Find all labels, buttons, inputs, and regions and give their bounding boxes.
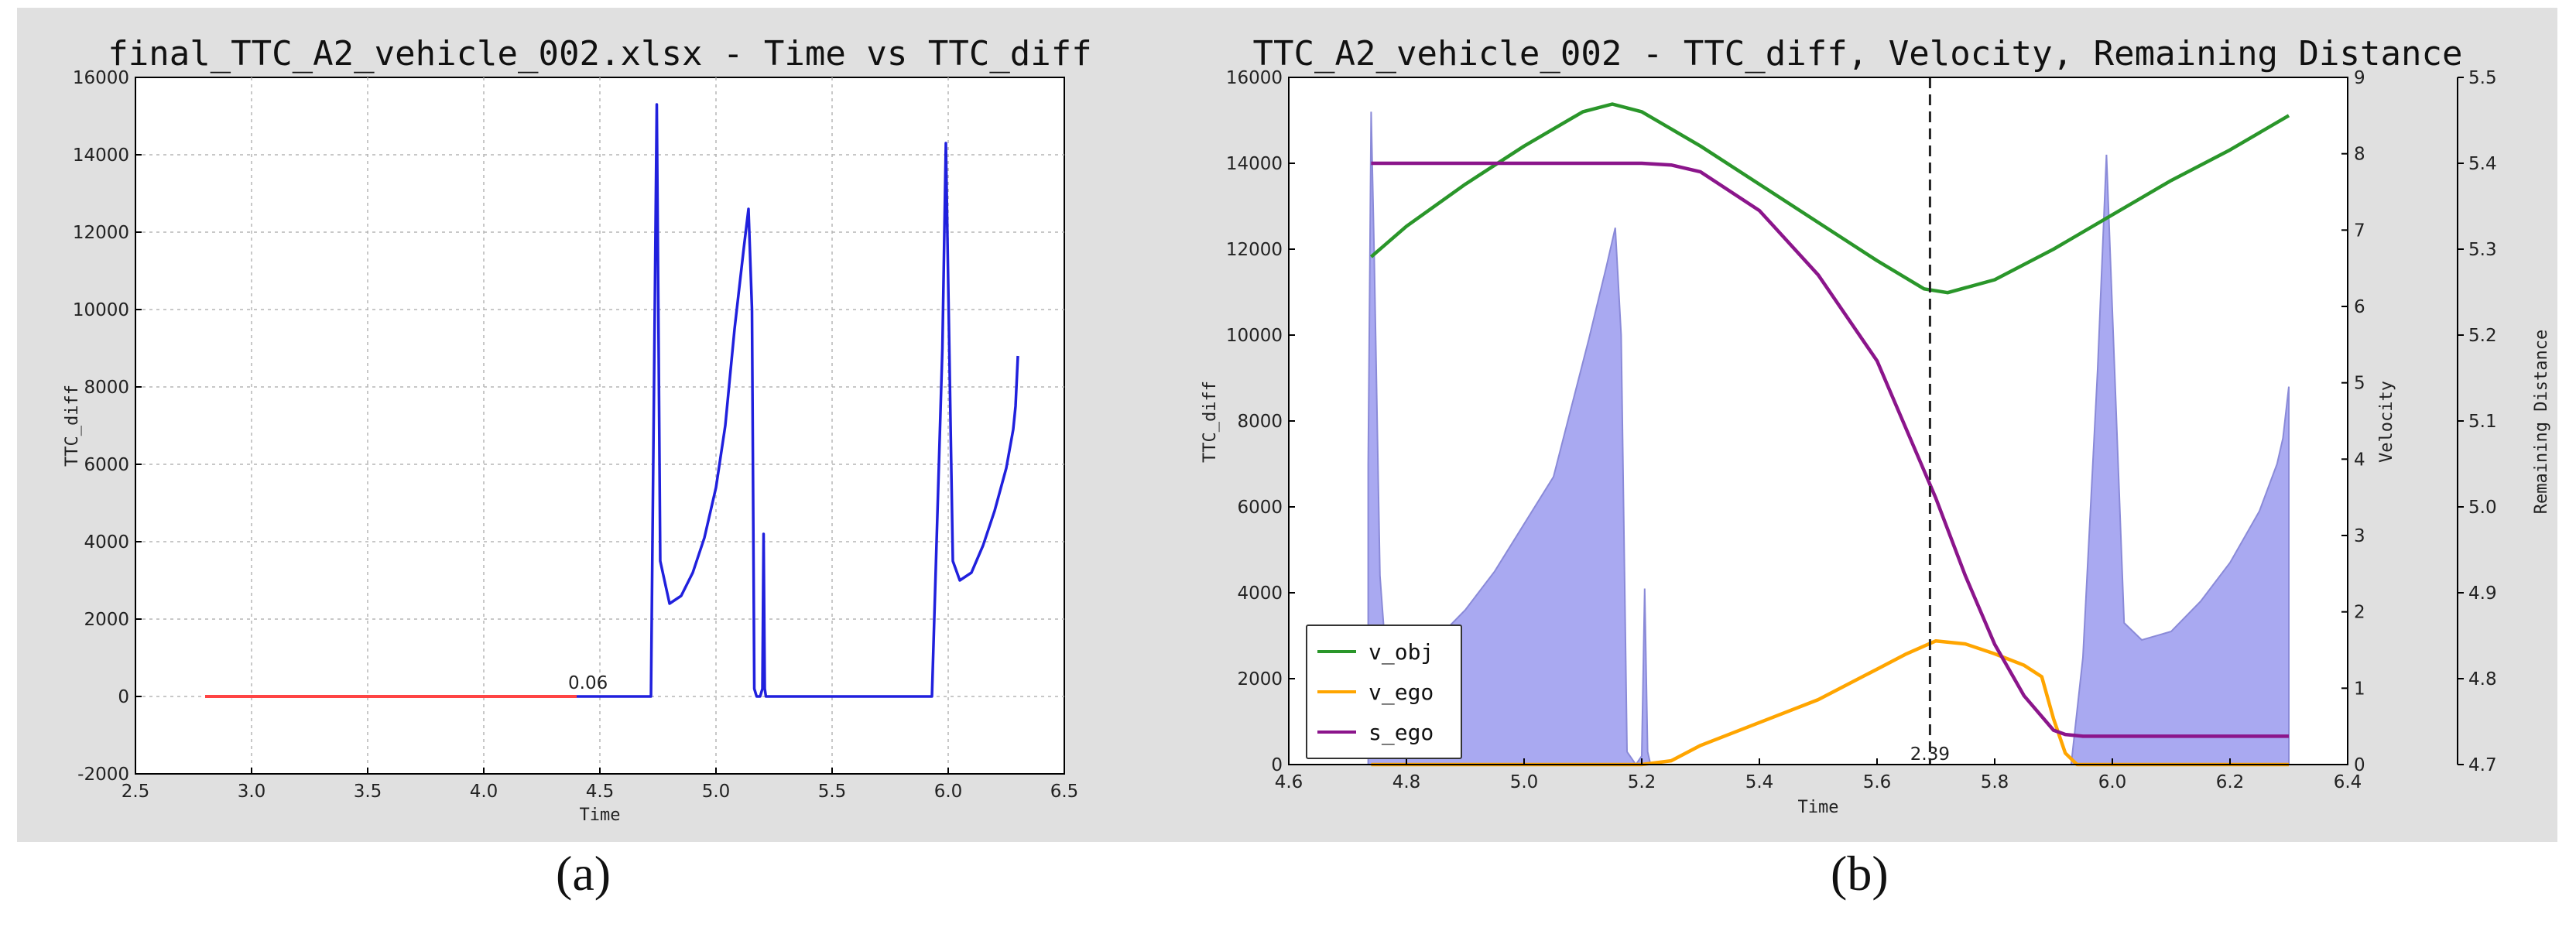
chart-b-y2tick-label: 0 <box>2354 755 2365 775</box>
chart-b-y3tick-label: 4.9 <box>2468 583 2497 604</box>
chart-b-series-v-ego <box>1371 638 2289 767</box>
chart-b-vline-label: 2.39 <box>1910 744 1950 765</box>
chart-b-xtick-label: 4.6 <box>1275 772 1303 792</box>
chart-a-ytick-label: 16000 <box>73 68 129 88</box>
chart-a-ticks: 2.5 3.0 3.5 4.0 4.5 5.0 5.5 6.0 6.5 -2000 0 2000 400… <box>73 68 1078 802</box>
chart-a-xtick-label: 5.0 <box>702 782 731 802</box>
chart-b-series-v-obj <box>1369 102 2290 295</box>
chart-a-title: final_TTC_A2_vehicle_002.xlsx - Time vs … <box>108 34 1092 74</box>
chart-b-ytick-label: 4000 <box>1237 583 1283 604</box>
chart-b-y2tick-label: 5 <box>2354 374 2365 394</box>
chart-b-y2tick-label: 4 <box>2354 450 2365 470</box>
chart-b-y2tick-label: 6 <box>2354 297 2365 317</box>
chart-b-y3tick-label: 5.2 <box>2468 326 2497 346</box>
chart-b-y2label: Velocity <box>2377 381 2396 463</box>
chart-a-xtick-label: 6.0 <box>934 782 963 802</box>
chart-b-xtick-label: 6.4 <box>2334 772 2362 792</box>
chart-a-series <box>205 103 1019 698</box>
chart-a-ytick-label: 8000 <box>84 378 129 398</box>
chart-b-y3tick-label: 5.4 <box>2468 154 2497 174</box>
chart-b-y3tick-label: 5.1 <box>2468 412 2497 432</box>
chart-a-ytick-label: 6000 <box>84 455 129 475</box>
chart-b-ytick-label: 12000 <box>1226 240 1283 260</box>
chart-b-xtick-label: 6.0 <box>2098 772 2127 792</box>
chart-a-series-blue <box>577 103 1019 698</box>
chart-a-ytick-label: 4000 <box>84 532 129 553</box>
chart-b-xtick-label: 6.2 <box>2216 772 2245 792</box>
caption-a: (a) <box>556 846 611 901</box>
chart-b-xtick-label: 5.8 <box>1981 772 2009 792</box>
legend-label-v-obj: v_obj <box>1368 639 1434 666</box>
chart-b-title: TTC_A2_vehicle_002 - TTC_diff, Velocity,… <box>1253 34 2463 74</box>
legend-box <box>1306 624 1462 759</box>
chart-b-xtick-label: 5.2 <box>1628 772 1656 792</box>
chart-b-series <box>1369 102 2290 767</box>
chart-b-xlabel: Time <box>1798 798 1839 817</box>
chart-b-legend: v_obj v_ego s_ego <box>1306 624 1462 759</box>
chart-b-y2tick-label: 3 <box>2354 526 2365 546</box>
chart-a-xtick-label: 3.5 <box>354 782 382 802</box>
chart-a-xtick-label: 3.0 <box>238 782 266 802</box>
legend-label-v-ego: v_ego <box>1368 679 1434 706</box>
chart-b-ytick-label: 8000 <box>1237 412 1283 432</box>
chart-b-y2tick-label: 7 <box>2354 221 2365 241</box>
chart-a-annotation: 0.06 <box>568 673 608 693</box>
chart-b-y2tick-label: 1 <box>2354 679 2365 699</box>
chart-b-xtick-label: 5.6 <box>1863 772 1892 792</box>
chart-b-y2tick-label: 2 <box>2354 603 2365 623</box>
chart-b-ytick-label: 2000 <box>1237 669 1283 689</box>
chart-b-y2tick-label: 9 <box>2354 68 2365 88</box>
chart-b-y3tick-label: 4.8 <box>2468 669 2497 689</box>
chart-a-ytick-label: 12000 <box>73 223 129 243</box>
chart-b: 2.39 4.6 4.8 5.0 5.2 5.4 5.6 5.8 6.0 6.2 6.402000… <box>1201 34 2551 817</box>
chart-b-series-s-ego <box>1371 161 2289 738</box>
legend-label-s-ego: s_ego <box>1368 720 1434 746</box>
chart-a: 2.5 3.0 3.5 4.0 4.5 5.0 5.5 6.0 6.5 -2000 0 2000 400… <box>63 34 1092 825</box>
chart-a-xtick-label: 5.5 <box>818 782 847 802</box>
chart-b-ytick-label: 14000 <box>1226 154 1283 174</box>
chart-b-y2tick-label: 8 <box>2354 145 2365 165</box>
chart-b-ytick-label: 16000 <box>1226 68 1283 88</box>
chart-b-ytick-label: 10000 <box>1226 326 1283 346</box>
chart-b-ytick-label: 6000 <box>1237 498 1283 518</box>
chart-b-plot-frame <box>1288 77 2348 765</box>
chart-a-ylabel: TTC_diff <box>63 385 82 467</box>
chart-a-xlabel: Time <box>580 806 621 825</box>
chart-a-xtick-label: 4.0 <box>470 782 498 802</box>
chart-b-y3label: Remaining Distance <box>2532 330 2551 514</box>
chart-b-vline: 2.39 <box>1910 77 1950 765</box>
chart-b-y3tick-label: 5.0 <box>2468 498 2497 518</box>
chart-a-ytick-label: 2000 <box>84 610 129 630</box>
chart-b-y3tick-label: 5.5 <box>2468 68 2497 88</box>
chart-b-y3tick-label: 4.7 <box>2468 755 2497 775</box>
chart-a-xtick-label: 4.5 <box>586 782 615 802</box>
chart-b-y3tick-label: 5.3 <box>2468 240 2497 260</box>
chart-a-xtick-label: 2.5 <box>122 782 150 802</box>
chart-a-ytick-label: 10000 <box>73 300 129 320</box>
chart-b-ylabel: TTC_diff <box>1201 381 1220 463</box>
chart-a-ytick-label: 0 <box>118 687 129 707</box>
chart-b-xtick-label: 4.8 <box>1392 772 1421 792</box>
chart-a-ytick-label: -2000 <box>77 765 129 785</box>
caption-b: (b) <box>1831 846 1889 901</box>
chart-a-xtick-label: 6.5 <box>1050 782 1079 802</box>
chart-b-xtick-label: 5.4 <box>1745 772 1774 792</box>
chart-a-ytick-label: 14000 <box>73 145 129 166</box>
chart-b-ytick-label: 0 <box>1271 755 1283 775</box>
chart-b-xtick-label: 5.0 <box>1510 772 1539 792</box>
